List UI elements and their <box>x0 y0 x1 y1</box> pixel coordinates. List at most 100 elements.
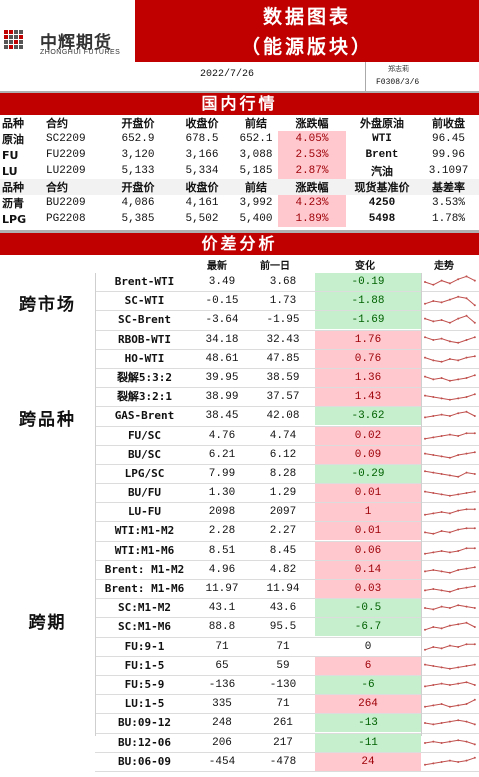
spread-latest: 1.30 <box>208 487 236 500</box>
sparkline-point <box>473 607 476 610</box>
col-prev: 前一日 <box>260 261 290 272</box>
spread-sparkline <box>421 561 479 579</box>
spread-change: 1.36 <box>315 368 421 387</box>
sparkline-point <box>432 533 435 536</box>
sparkline-point <box>432 551 435 554</box>
sparkline-point <box>457 682 460 685</box>
sparkline-point <box>440 605 443 608</box>
spread-change: 0.76 <box>315 349 421 368</box>
domestic-cell-contract: PG2208 <box>46 213 86 225</box>
spread-latest: 248 <box>212 717 232 730</box>
spread-row: LPG/SC 7.99 8.28 -0.29 <box>95 464 479 485</box>
spread-row: BU:12-06 206 217 -11 <box>95 733 479 753</box>
spread-latest: 7.99 <box>208 467 236 480</box>
sparkline-point <box>473 508 476 511</box>
sparkline-point <box>432 471 435 474</box>
spread-name: BU/SC <box>127 447 162 461</box>
spread-change: -0.5 <box>315 599 421 618</box>
sparkline-point <box>432 283 435 286</box>
sparkline-point <box>465 642 468 645</box>
spread-row: RBOB-WTI 34.18 32.43 1.76 <box>95 330 479 350</box>
domestic-cell-ext: 4250 <box>368 197 396 209</box>
sparkline-point <box>465 297 468 300</box>
spread-row: FU:1-5 65 59 6 <box>95 656 479 676</box>
spread-prev: -1.95 <box>266 314 300 327</box>
spread-sparkline <box>421 657 479 675</box>
category-cross-period: 跨期 <box>28 613 67 633</box>
sparkline-point <box>424 685 426 688</box>
domestic-banner: 国内行情 <box>0 93 479 115</box>
spread-name: BU:12-06 <box>118 735 171 749</box>
sparkline-point <box>440 279 443 282</box>
sparkline-chart <box>424 756 476 766</box>
spread-sparkline <box>421 734 479 752</box>
spread-latest: 335 <box>212 698 232 711</box>
sparkline-point <box>440 570 443 573</box>
domestic-cell-ext_val: 3.1097 <box>428 165 469 177</box>
spread-latest: 2.28 <box>208 525 236 538</box>
spread-change: 0.03 <box>315 580 421 598</box>
spread-change: -0.29 <box>315 464 421 483</box>
domestic-cell-prev: 3,088 <box>239 149 273 161</box>
sparkline-point <box>440 589 443 592</box>
sparkline-point <box>465 720 468 723</box>
sparkline-point <box>424 356 426 359</box>
sparkline-point <box>448 357 451 360</box>
sparkline-point <box>424 302 426 305</box>
sparkline-point <box>424 375 426 378</box>
sparkline-point <box>457 378 460 381</box>
spread-row: LU:1-5 335 71 264 <box>95 695 479 715</box>
sparkline-point <box>465 315 468 318</box>
spread-prev: 6.12 <box>269 448 297 461</box>
sparkline-point <box>473 490 476 493</box>
domestic-cell-ext_val: 96.45 <box>431 133 465 145</box>
domestic-header-cell: 开盘价 <box>121 181 155 194</box>
spread-prev: 8.45 <box>269 544 297 557</box>
sparkline-point <box>440 376 443 379</box>
spread-sparkline <box>421 522 479 540</box>
sparkline-chart <box>424 738 476 745</box>
spread-name: BU:09-12 <box>118 716 171 730</box>
sparkline-chart <box>424 354 476 363</box>
sparkline-point <box>432 300 435 303</box>
sparkline-point <box>432 378 435 381</box>
spread-latest: 6.21 <box>208 448 236 461</box>
sparkline-point <box>457 412 460 415</box>
domestic-cell-name: LPG <box>2 212 27 226</box>
sparkline-point <box>448 456 451 459</box>
sparkline-point <box>465 567 468 570</box>
sparkline-point <box>457 719 460 722</box>
sparkline-point <box>465 376 468 379</box>
spread-row: GAS-Brent 38.45 42.08 -3.62 <box>95 407 479 427</box>
spread-change: 264 <box>315 695 421 714</box>
sparkline-chart <box>424 508 476 517</box>
domestic-cell-ext: 5498 <box>368 213 396 225</box>
spread-sparkline <box>421 446 479 464</box>
spread-name: 裂解5:3:2 <box>116 370 173 384</box>
domestic-row: LU LU2209 5,133 5,334 5,185 2.87% 汽油 3.1097 <box>0 163 479 179</box>
spread-latest: 71 <box>215 640 229 653</box>
category-cross-market: 跨市场 <box>19 295 76 315</box>
domestic-cell-open: 4,086 <box>121 197 155 209</box>
sparkline-point <box>473 642 476 645</box>
domestic-cell-chg: 4.23% <box>278 195 346 211</box>
spread-sparkline <box>421 350 479 368</box>
sparkline-point <box>440 360 443 363</box>
spread-name: FU:1-5 <box>124 658 165 672</box>
sparkline-point <box>473 585 476 588</box>
sparkline-point <box>465 527 468 530</box>
spread-sparkline <box>421 638 479 656</box>
sparkline-point <box>440 319 443 322</box>
sparkline-chart <box>424 315 476 325</box>
sparkline-point <box>432 338 435 341</box>
spread-sparkline <box>421 542 479 560</box>
spread-latest: -136 <box>208 678 236 691</box>
domestic-cell-contract: SC2209 <box>46 133 86 145</box>
sparkline-chart <box>424 719 476 726</box>
spread-latest: 65 <box>215 659 229 672</box>
spread-change: 0.01 <box>315 522 421 541</box>
sparkline-point <box>440 627 443 630</box>
sparkline-chart <box>424 585 476 593</box>
sparkline-point <box>465 546 468 549</box>
domestic-header-cell: 收盘价 <box>185 181 219 194</box>
